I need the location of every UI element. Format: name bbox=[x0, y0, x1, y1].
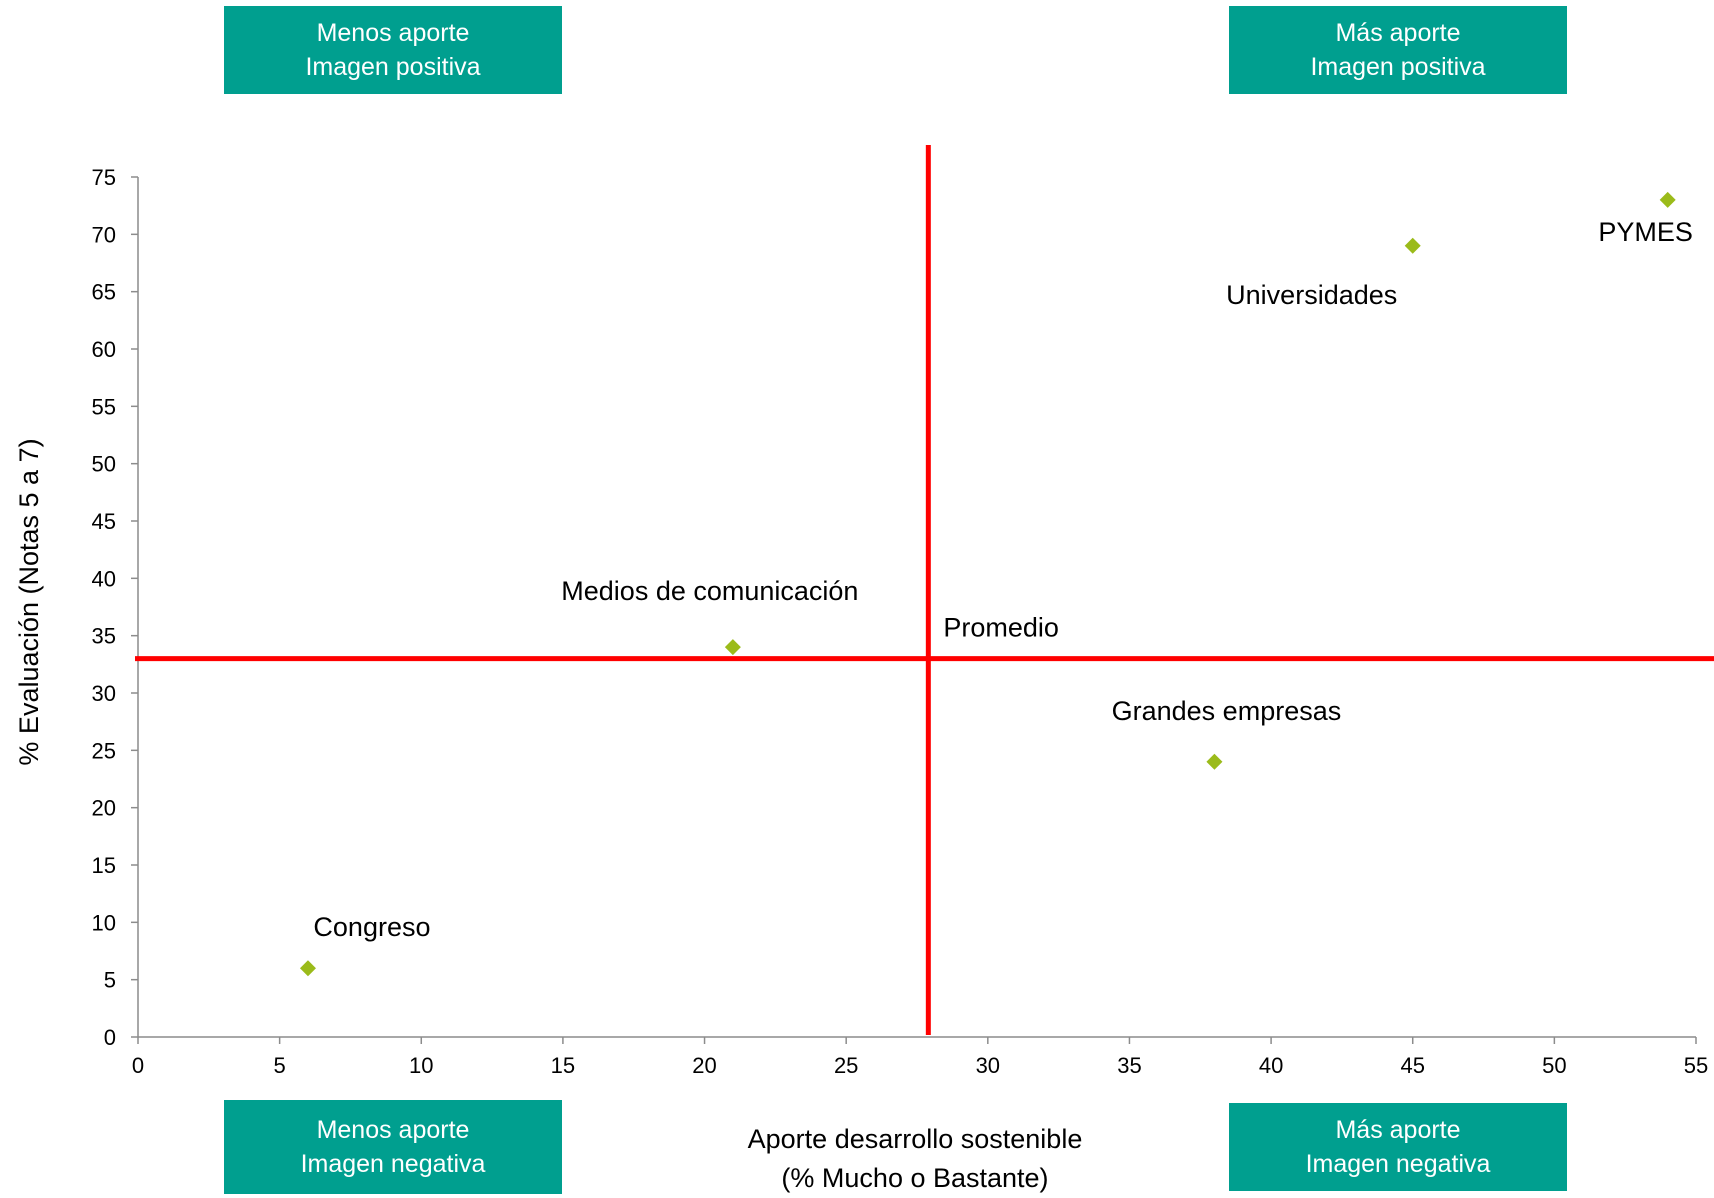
y-tick-label: 70 bbox=[92, 222, 116, 247]
data-point-label: Universidades bbox=[1226, 280, 1397, 310]
data-point bbox=[724, 639, 741, 656]
y-tick-label: 35 bbox=[92, 624, 116, 649]
x-tick-label: 45 bbox=[1400, 1053, 1424, 1078]
x-tick-label: 35 bbox=[1117, 1053, 1141, 1078]
y-tick-label: 15 bbox=[92, 853, 116, 878]
quadrant-bottom-left-line2: Imagen negativa bbox=[300, 1150, 486, 1178]
y-axis-label: % Evaluación (Notas 5 a 7) bbox=[14, 438, 44, 765]
x-axis-label: Aporte desarrollo sostenible (% Mucho o … bbox=[700, 1120, 1130, 1198]
data-point-label: PYMES bbox=[1598, 217, 1693, 247]
x-tick-label: 30 bbox=[976, 1053, 1000, 1078]
y-tick-label: 40 bbox=[92, 566, 116, 591]
quadrant-top-right-line1: Más aporte bbox=[1335, 19, 1461, 47]
data-point bbox=[1659, 191, 1676, 208]
y-tick-label: 5 bbox=[104, 968, 116, 993]
x-tick-label: 55 bbox=[1684, 1053, 1708, 1078]
data-point bbox=[1206, 753, 1223, 770]
y-tick-label: 25 bbox=[92, 738, 116, 763]
data-point bbox=[299, 960, 316, 977]
quadrant-top-left-line1: Menos aporte bbox=[316, 19, 470, 47]
x-axis-label-line1: Aporte desarrollo sostenible bbox=[747, 1124, 1083, 1154]
quadrant-top-left-line2: Imagen positiva bbox=[305, 53, 481, 81]
data-point-label: Congreso bbox=[313, 912, 430, 942]
x-tick-label: 0 bbox=[132, 1053, 144, 1078]
y-tick-label: 65 bbox=[92, 280, 116, 305]
quadrant-top-right-box: Más aporte Imagen positiva bbox=[1229, 6, 1567, 94]
y-tick-label: 45 bbox=[92, 509, 116, 534]
x-axis-label-line2: (% Mucho o Bastante) bbox=[781, 1163, 1049, 1193]
quadrant-top-left-box: Menos aporte Imagen positiva bbox=[224, 6, 562, 94]
average-label: Promedio bbox=[943, 613, 1059, 643]
quadrant-bottom-right-line1: Más aporte bbox=[1335, 1116, 1461, 1144]
x-tick-label: 15 bbox=[551, 1053, 575, 1078]
data-point-label: Grandes empresas bbox=[1112, 696, 1342, 726]
y-tick-label: 30 bbox=[92, 681, 116, 706]
y-tick-label: 55 bbox=[92, 394, 116, 419]
x-tick-label: 25 bbox=[834, 1053, 858, 1078]
y-tick-label: 20 bbox=[92, 796, 116, 821]
x-tick-label: 50 bbox=[1542, 1053, 1566, 1078]
y-tick-label: 10 bbox=[92, 910, 116, 935]
quadrant-bottom-left-box: Menos aporte Imagen negativa bbox=[224, 1100, 562, 1194]
y-tick-label: 75 bbox=[92, 165, 116, 190]
x-tick-label: 10 bbox=[409, 1053, 433, 1078]
quadrant-bottom-left-line1: Menos aporte bbox=[316, 1116, 470, 1144]
y-tick-label: 50 bbox=[92, 452, 116, 477]
data-point-label: Medios de comunicación bbox=[561, 576, 858, 606]
data-point bbox=[1404, 237, 1421, 254]
quadrant-bottom-right-line2: Imagen negativa bbox=[1305, 1150, 1491, 1178]
x-tick-label: 5 bbox=[274, 1053, 286, 1078]
x-tick-label: 40 bbox=[1259, 1053, 1283, 1078]
x-tick-label: 20 bbox=[692, 1053, 716, 1078]
quadrant-top-right-line2: Imagen positiva bbox=[1310, 53, 1486, 81]
quadrant-bottom-right-box: Más aporte Imagen negativa bbox=[1229, 1103, 1567, 1191]
y-tick-label: 60 bbox=[92, 337, 116, 362]
y-tick-label: 0 bbox=[104, 1025, 116, 1050]
